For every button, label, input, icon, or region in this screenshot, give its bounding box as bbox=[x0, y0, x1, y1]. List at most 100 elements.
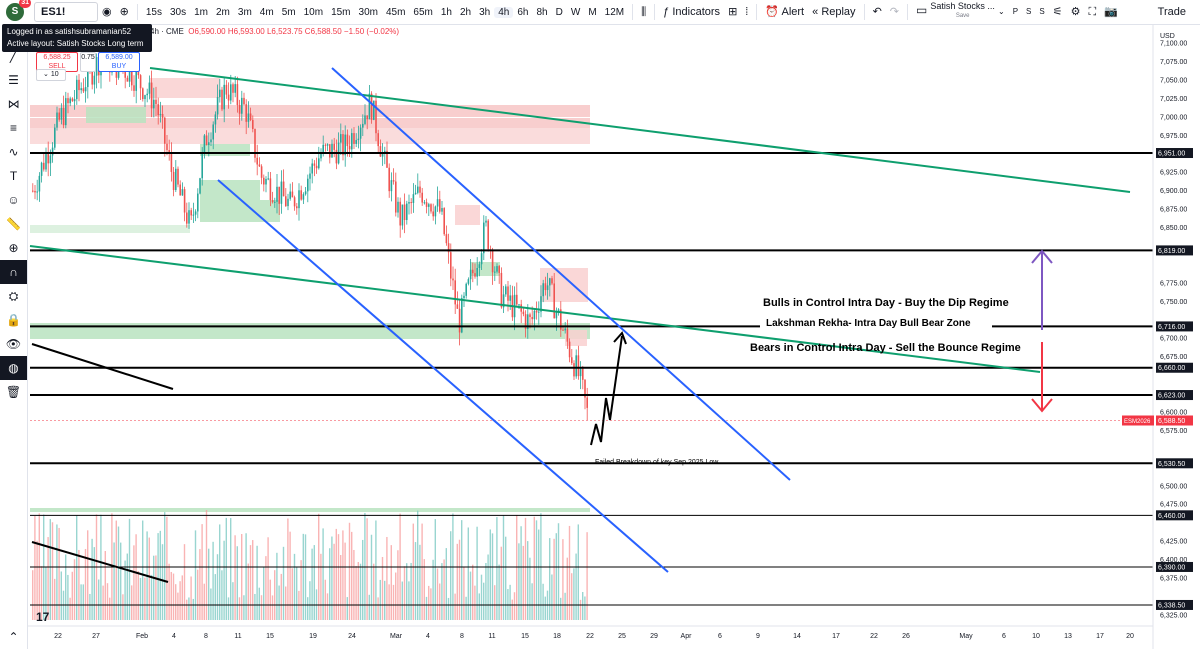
chevron-up-icon[interactable]: ⌃ bbox=[8, 630, 19, 644]
text-icon[interactable]: T bbox=[9, 169, 18, 183]
ruler-icon[interactable]: 📏 bbox=[6, 217, 21, 231]
candle-body-5 bbox=[43, 162, 45, 170]
timeframe-45m[interactable]: 45m bbox=[385, 6, 406, 18]
more-icon[interactable]: ⁞ bbox=[745, 6, 749, 18]
timeframe-2m[interactable]: 2m bbox=[215, 6, 230, 18]
timeframe-M[interactable]: M bbox=[588, 6, 597, 18]
timeframe-D[interactable]: D bbox=[555, 6, 563, 18]
templates-icon[interactable]: ⊞ bbox=[728, 6, 738, 18]
candle-body-191 bbox=[452, 278, 454, 281]
level-label-bg-8 bbox=[1156, 599, 1193, 610]
timeframe-4m[interactable]: 4m bbox=[259, 6, 274, 18]
undo-icon[interactable]: ↶ bbox=[872, 6, 882, 18]
volume-bar-161 bbox=[386, 536, 388, 620]
buy-button[interactable]: 6,589.00 BUY bbox=[98, 52, 140, 72]
settings-icon[interactable]: ⚙ bbox=[1070, 6, 1081, 18]
candle-body-215 bbox=[505, 286, 507, 295]
candle-body-231 bbox=[540, 296, 542, 312]
magnet-icon[interactable]: ∩ bbox=[0, 260, 27, 284]
volume-bar-251 bbox=[584, 596, 586, 620]
timeframe-15s[interactable]: 15s bbox=[145, 6, 162, 18]
volume-bar-124 bbox=[304, 534, 307, 620]
brush-icon[interactable]: ∿ bbox=[8, 145, 19, 159]
breakdown-annotation: Failed Breakdown of key Sep 2025 Low bbox=[595, 459, 719, 466]
pattern-icon[interactable]: ⋈ bbox=[7, 97, 20, 111]
lock-icon[interactable]: 🔒 bbox=[6, 313, 21, 327]
globe-icon[interactable]: ◍ bbox=[0, 356, 27, 380]
tv-logo-text: 17 bbox=[36, 610, 50, 624]
s-button[interactable]: S bbox=[1026, 7, 1032, 16]
timeframe-30m[interactable]: 30m bbox=[358, 6, 378, 18]
symbol-search[interactable]: ES1! bbox=[34, 2, 98, 22]
redo-icon[interactable]: ↷ bbox=[889, 6, 899, 18]
rekha-annotation-bg bbox=[760, 315, 992, 329]
candle-body-240 bbox=[560, 309, 562, 330]
timeframe-65m[interactable]: 65m bbox=[413, 6, 433, 18]
user-avatar[interactable]: S 31 bbox=[6, 0, 31, 21]
timeframe-4h[interactable]: 4h bbox=[494, 6, 514, 18]
volume-bar-178 bbox=[423, 559, 425, 620]
candle-body-152 bbox=[366, 115, 368, 120]
emoji-icon[interactable]: ☺ bbox=[7, 193, 20, 207]
volume-bar-85 bbox=[219, 524, 221, 620]
timeframe-list: 15s 30s 1m 2m 3m 4m 5m 10m 15m 30m 45m 65m 1h 2h 3h 4h 6… bbox=[142, 6, 628, 18]
trade-button[interactable]: Trade bbox=[1157, 6, 1186, 18]
timeframe-1h[interactable]: 1h bbox=[440, 6, 452, 18]
eye-icon[interactable]: 👁 bbox=[5, 337, 22, 351]
timeframe-3m[interactable]: 3m bbox=[237, 6, 252, 18]
indicators-button[interactable]: ƒ Indicators bbox=[659, 0, 724, 24]
zoom-icon[interactable]: ⊕ bbox=[8, 241, 19, 255]
timeframe-6h[interactable]: 6h bbox=[517, 6, 529, 18]
candle-body-205 bbox=[483, 222, 485, 254]
camera-icon[interactable]: 📷 bbox=[1104, 6, 1118, 18]
timeframe-10m[interactable]: 10m bbox=[303, 6, 324, 18]
timeframe-1m[interactable]: 1m bbox=[194, 6, 208, 18]
candle-body-90 bbox=[230, 84, 232, 101]
timeframe-12M[interactable]: 12M bbox=[604, 6, 625, 18]
timeframe-2h[interactable]: 2h bbox=[460, 6, 472, 18]
volume-bar-46 bbox=[133, 545, 135, 620]
replay-button[interactable]: « Replay bbox=[808, 0, 859, 24]
time-tick: 22 bbox=[870, 633, 878, 640]
candle-body-8 bbox=[49, 155, 52, 164]
volume-bar-223 bbox=[522, 545, 524, 620]
p-button[interactable]: P bbox=[1012, 7, 1019, 16]
candle-body-120 bbox=[296, 206, 298, 209]
quantity-stepper[interactable]: ⌄ 10 bbox=[36, 69, 66, 81]
candle-body-7 bbox=[47, 154, 49, 164]
candle-body-107 bbox=[267, 178, 269, 180]
alert-button[interactable]: ⏰ Alert bbox=[761, 0, 808, 24]
volume-bar-53 bbox=[148, 537, 150, 620]
layout-button[interactable]: ▭ Satish Stocks ... Save ⌄ bbox=[912, 0, 1009, 25]
sliders-icon[interactable]: ⚟ bbox=[1052, 6, 1063, 18]
candle-body-16 bbox=[67, 98, 69, 104]
candle-body-249 bbox=[579, 367, 582, 377]
volume-bar-134 bbox=[326, 593, 329, 620]
eye-icon[interactable]: ◉ bbox=[102, 6, 112, 18]
volume-bar-252 bbox=[586, 532, 588, 620]
candle-body-198 bbox=[467, 279, 470, 284]
lock-drawings-icon[interactable]: ⛭ bbox=[8, 288, 19, 303]
trash-icon[interactable]: 🗑 bbox=[5, 385, 22, 399]
trend-line-icon[interactable]: ╱ bbox=[9, 49, 18, 63]
volume-bar-145 bbox=[351, 531, 353, 620]
volume-bar-75 bbox=[197, 569, 199, 620]
fullscreen-icon[interactable]: ⛶ bbox=[1088, 6, 1097, 18]
fib-icon[interactable]: ≡ bbox=[9, 121, 17, 135]
horizontal-lines-icon[interactable]: ☰ bbox=[8, 73, 19, 87]
timeframe-3h[interactable]: 3h bbox=[479, 6, 491, 18]
timeframe-8h[interactable]: 8h bbox=[536, 6, 548, 18]
candle-body-145 bbox=[351, 133, 353, 150]
volume-bar-242 bbox=[564, 592, 566, 620]
trendlines-layer bbox=[29, 67, 1131, 583]
timeframe-15m[interactable]: 15m bbox=[331, 6, 351, 18]
timeframe-W[interactable]: W bbox=[570, 6, 581, 18]
tooltip-line-1: Logged in as satishsubramanian52 bbox=[7, 27, 132, 36]
timeframe-5m[interactable]: 5m bbox=[281, 6, 296, 18]
add-symbol-icon[interactable]: ⊕ bbox=[119, 6, 129, 18]
zone-12 bbox=[455, 205, 480, 225]
s-button-2[interactable]: S bbox=[1039, 7, 1045, 16]
chart-type-icon[interactable]: ⫼ bbox=[641, 6, 647, 18]
timeframe-30s[interactable]: 30s bbox=[169, 6, 187, 18]
